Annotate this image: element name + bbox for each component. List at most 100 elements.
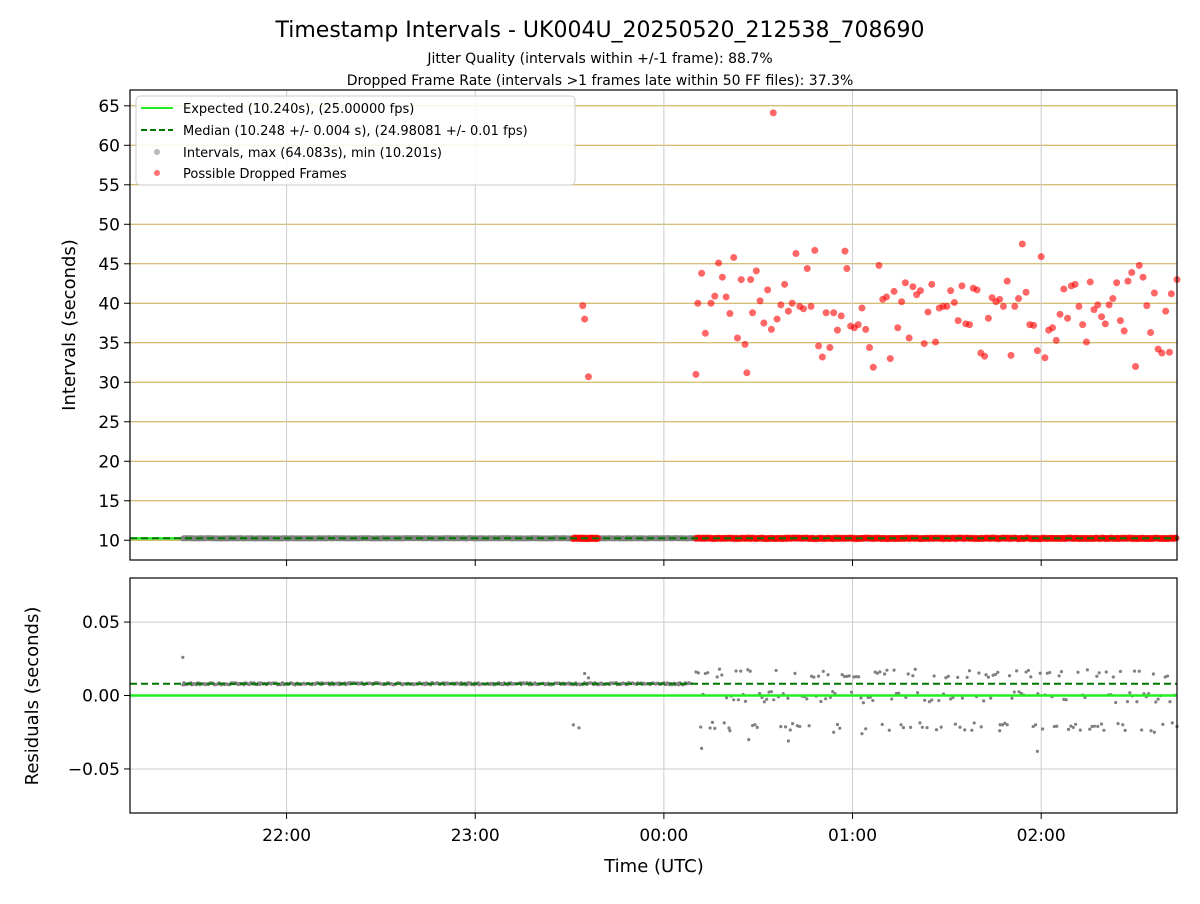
- residual-point: [736, 698, 740, 702]
- residual-point: [885, 668, 889, 672]
- dropped-frame-point: [996, 295, 1004, 303]
- residual-point: [748, 669, 752, 673]
- dropped-frame-point: [875, 261, 883, 269]
- dropped-frame-point: [1056, 310, 1064, 318]
- dropped-frame-point: [760, 319, 768, 327]
- x-tick-label: 01:00: [828, 826, 877, 846]
- residual-point: [1059, 670, 1064, 674]
- dropped-frame-point: [1007, 351, 1015, 359]
- residual-point: [696, 671, 700, 675]
- residual-point: [805, 697, 809, 701]
- residuals-series: [130, 655, 1179, 753]
- residual-point: [916, 691, 920, 695]
- residual-point: [934, 728, 939, 732]
- residual-point: [944, 676, 948, 680]
- residual-point: [1111, 675, 1115, 679]
- legend-intervals-label: Intervals, max (64.083s), min (10.201s): [183, 146, 442, 161]
- dropped-frame-point: [981, 352, 989, 360]
- residual-point: [181, 655, 185, 659]
- intervals-y-ticks: 10 15 20 25 30 35 40 45 50 55 60 65: [98, 97, 130, 551]
- dropped-frame-point: [747, 276, 755, 284]
- dropped-frame-point: [811, 246, 819, 254]
- residual-point: [1121, 723, 1125, 727]
- residual-point: [586, 676, 591, 680]
- dropped-frame-point: [947, 287, 955, 295]
- residual-point: [1015, 669, 1019, 673]
- residual-point: [1125, 700, 1130, 704]
- dropped-frame-point: [862, 325, 870, 333]
- residual-point: [786, 739, 790, 743]
- residual-point: [1168, 700, 1172, 704]
- dropped-frame-point: [581, 315, 589, 323]
- dropped-frame-point: [894, 324, 902, 332]
- dropped-frame-point: [749, 309, 757, 317]
- dropped-frame-point: [692, 370, 700, 378]
- dropped-frame-point: [722, 293, 730, 301]
- dropped-frame-point: [1022, 288, 1030, 296]
- legend-box: [135, 95, 576, 186]
- dropped-frame-point: [1113, 279, 1121, 287]
- x-axis-label: Time (UTC): [603, 856, 704, 877]
- dropped-frame-point: [1064, 314, 1072, 322]
- residual-point: [720, 673, 724, 677]
- intervals-y-tick-label: 10: [98, 531, 120, 551]
- residual-point: [875, 671, 880, 675]
- residual-point: [972, 721, 976, 725]
- dropped-frame-point: [1075, 302, 1083, 310]
- residual-point: [920, 725, 924, 729]
- dropped-frame-point: [1105, 301, 1113, 309]
- residual-point: [1019, 691, 1023, 696]
- legend-expected-label: Expected (10.240s), (25.00000 fps): [183, 102, 414, 117]
- residual-point: [746, 668, 750, 672]
- residual-point: [1088, 727, 1092, 731]
- intervals-y-tick-label: 50: [98, 215, 120, 235]
- residual-point: [887, 728, 891, 732]
- dropped-frame-point: [756, 297, 764, 305]
- residual-point: [880, 722, 884, 727]
- residual-point: [1114, 700, 1118, 705]
- residual-point: [1123, 728, 1127, 732]
- residual-point: [979, 725, 983, 729]
- residual-point: [798, 724, 802, 729]
- residual-point: [984, 673, 988, 677]
- dropped-frame-point: [973, 286, 981, 294]
- residual-point: [908, 725, 913, 729]
- dropped-frame-point: [711, 292, 719, 300]
- residual-point: [1170, 721, 1174, 725]
- dropped-frame-point: [1090, 306, 1098, 314]
- dropped-frame-point: [764, 286, 772, 294]
- legend-median-label: Median (10.248 +/- 0.004 s), (24.98081 +…: [183, 124, 528, 139]
- dropped-frame-point: [1147, 329, 1155, 337]
- residual-point: [1062, 697, 1066, 702]
- residual-point: [949, 697, 953, 701]
- dropped-frame-point: [905, 334, 913, 342]
- residual-point: [1012, 690, 1016, 694]
- residual-point: [901, 726, 906, 730]
- dropped-frame-point: [1048, 324, 1056, 332]
- dropped-frame-point: [901, 279, 909, 287]
- dropped-frame-point: [920, 340, 928, 348]
- residual-point: [956, 675, 960, 679]
- residual-point: [732, 698, 736, 702]
- residual-point: [892, 668, 896, 672]
- legend-dropped-swatch: [154, 170, 160, 176]
- residual-point: [970, 728, 974, 732]
- residual-point: [727, 726, 731, 730]
- dropped-frame-point: [822, 309, 830, 317]
- residual-point: [925, 725, 929, 730]
- dropped-frame-point: [1011, 302, 1019, 310]
- dropped-frame-point: [698, 269, 706, 277]
- dropped-frame-point: [694, 299, 702, 307]
- dropped-frame-point: [733, 334, 741, 342]
- dropped-frame-point: [773, 315, 781, 323]
- residual-point: [715, 675, 719, 679]
- dropped-frame-point: [1131, 362, 1139, 370]
- residual-point: [1052, 724, 1056, 729]
- residual-point: [930, 698, 934, 702]
- dropped-frame-point: [843, 265, 851, 273]
- residual-point: [899, 723, 903, 727]
- residual-point: [699, 725, 703, 729]
- residual-point: [783, 725, 788, 729]
- residual-point: [1010, 696, 1014, 700]
- residual-point: [937, 699, 941, 703]
